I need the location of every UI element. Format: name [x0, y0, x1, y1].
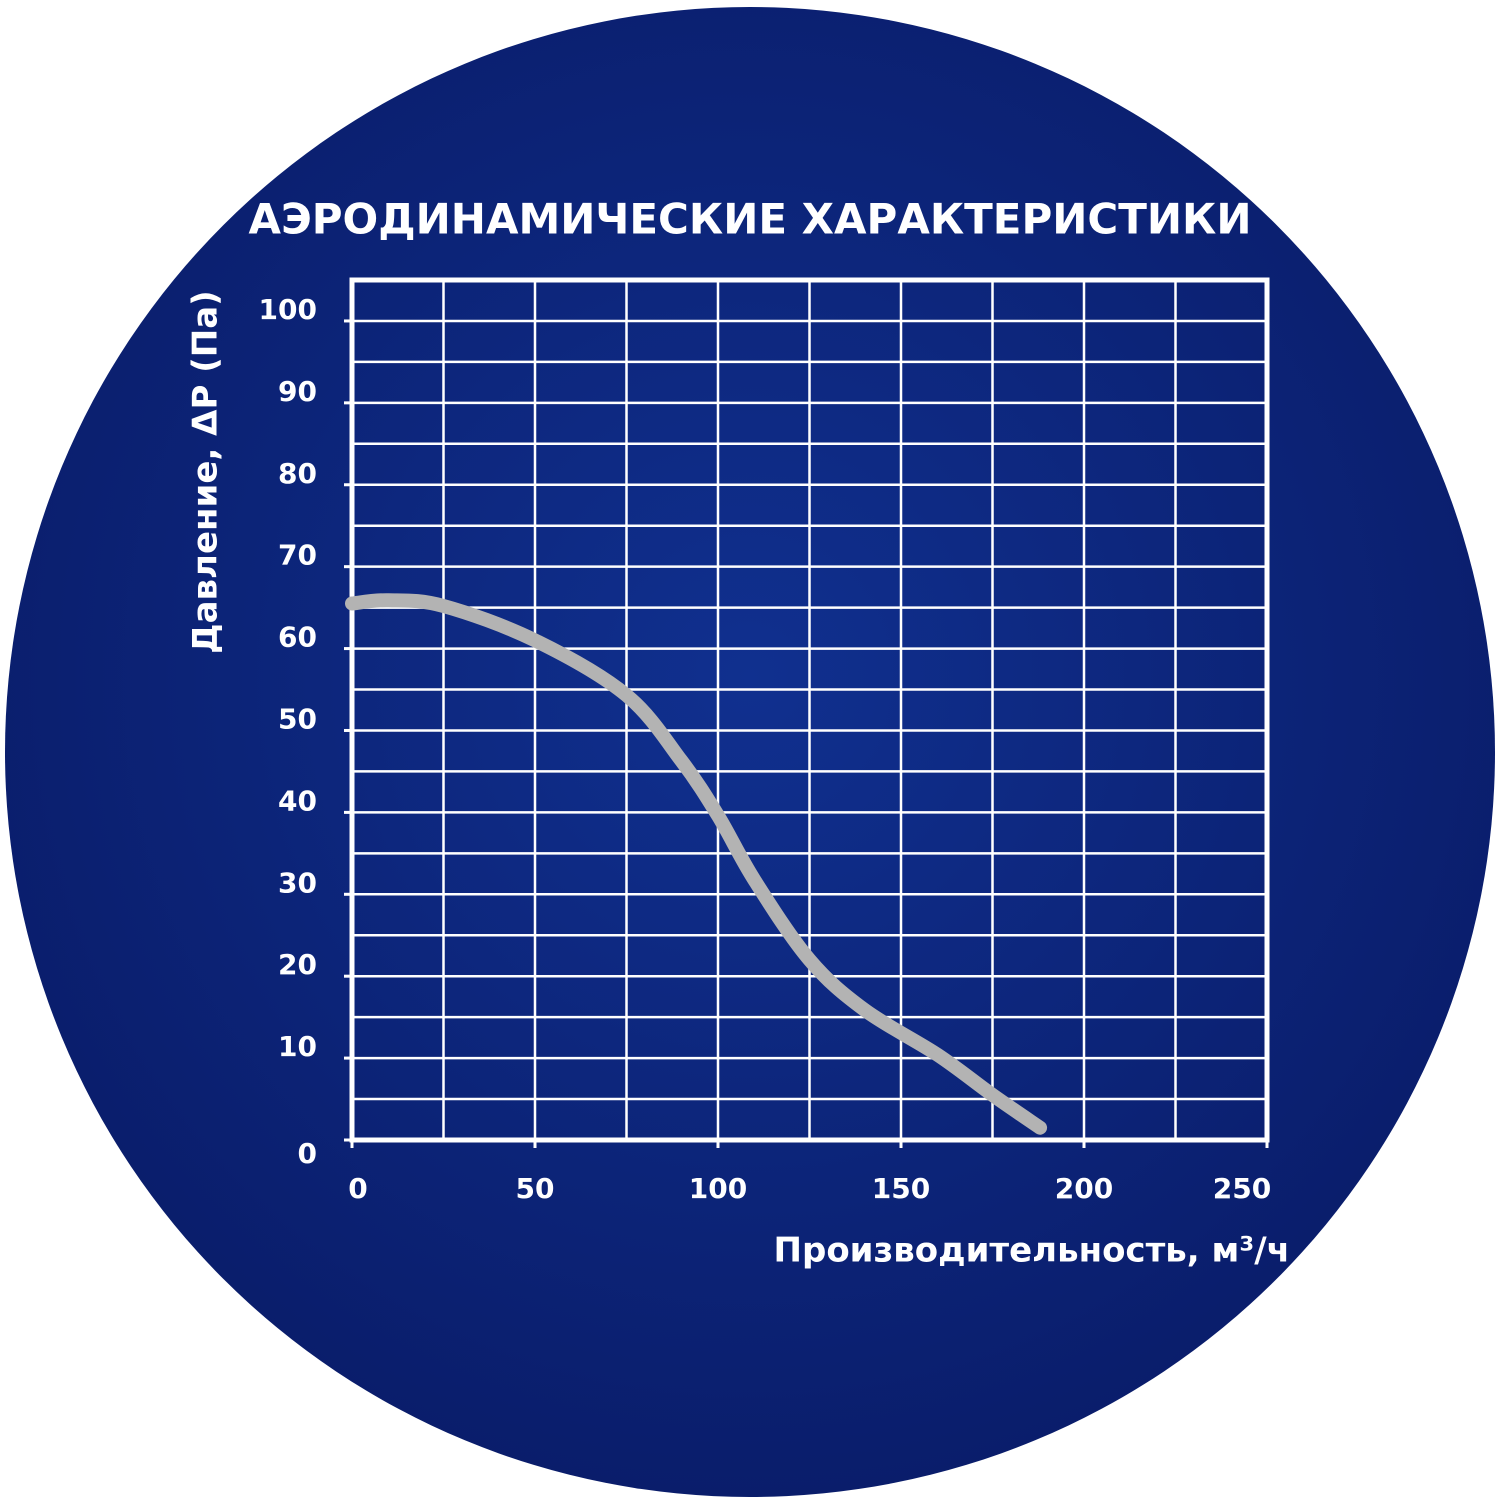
y-tick-label: 50 — [278, 702, 317, 735]
x-tick-label: 150 — [872, 1172, 930, 1205]
y-tick-label: 20 — [278, 948, 317, 981]
y-tick-label: 30 — [278, 866, 317, 899]
x-tick-label: 250 — [1213, 1172, 1271, 1205]
y-tick-label: 0 — [298, 1137, 317, 1170]
curve — [345, 593, 1048, 1135]
y-tick-label: 100 — [259, 293, 317, 326]
y-tick-label: 80 — [278, 457, 317, 490]
plot-frame — [349, 277, 1270, 1143]
y-tick-label: 40 — [278, 784, 317, 817]
x-tick-label: 0 — [348, 1172, 367, 1205]
chart-title: АЭРОДИНАМИЧЕСКИЕ ХАРАКТЕРИСТИКИ — [248, 195, 1251, 244]
x-tick-label: 50 — [516, 1172, 555, 1205]
background-disc — [5, 7, 1495, 1497]
y-axis-label: Давление, ΔP (Па) — [186, 290, 226, 653]
y-tick-label: 70 — [278, 539, 317, 572]
y-tick-label: 60 — [278, 621, 317, 654]
x-axis-label: Производительность, м³/ч — [774, 1231, 1290, 1271]
x-tick-label: 200 — [1055, 1172, 1113, 1205]
y-tick-label: 90 — [278, 375, 317, 408]
y-tick-label: 10 — [278, 1030, 317, 1063]
x-tick-label: 100 — [689, 1172, 747, 1205]
